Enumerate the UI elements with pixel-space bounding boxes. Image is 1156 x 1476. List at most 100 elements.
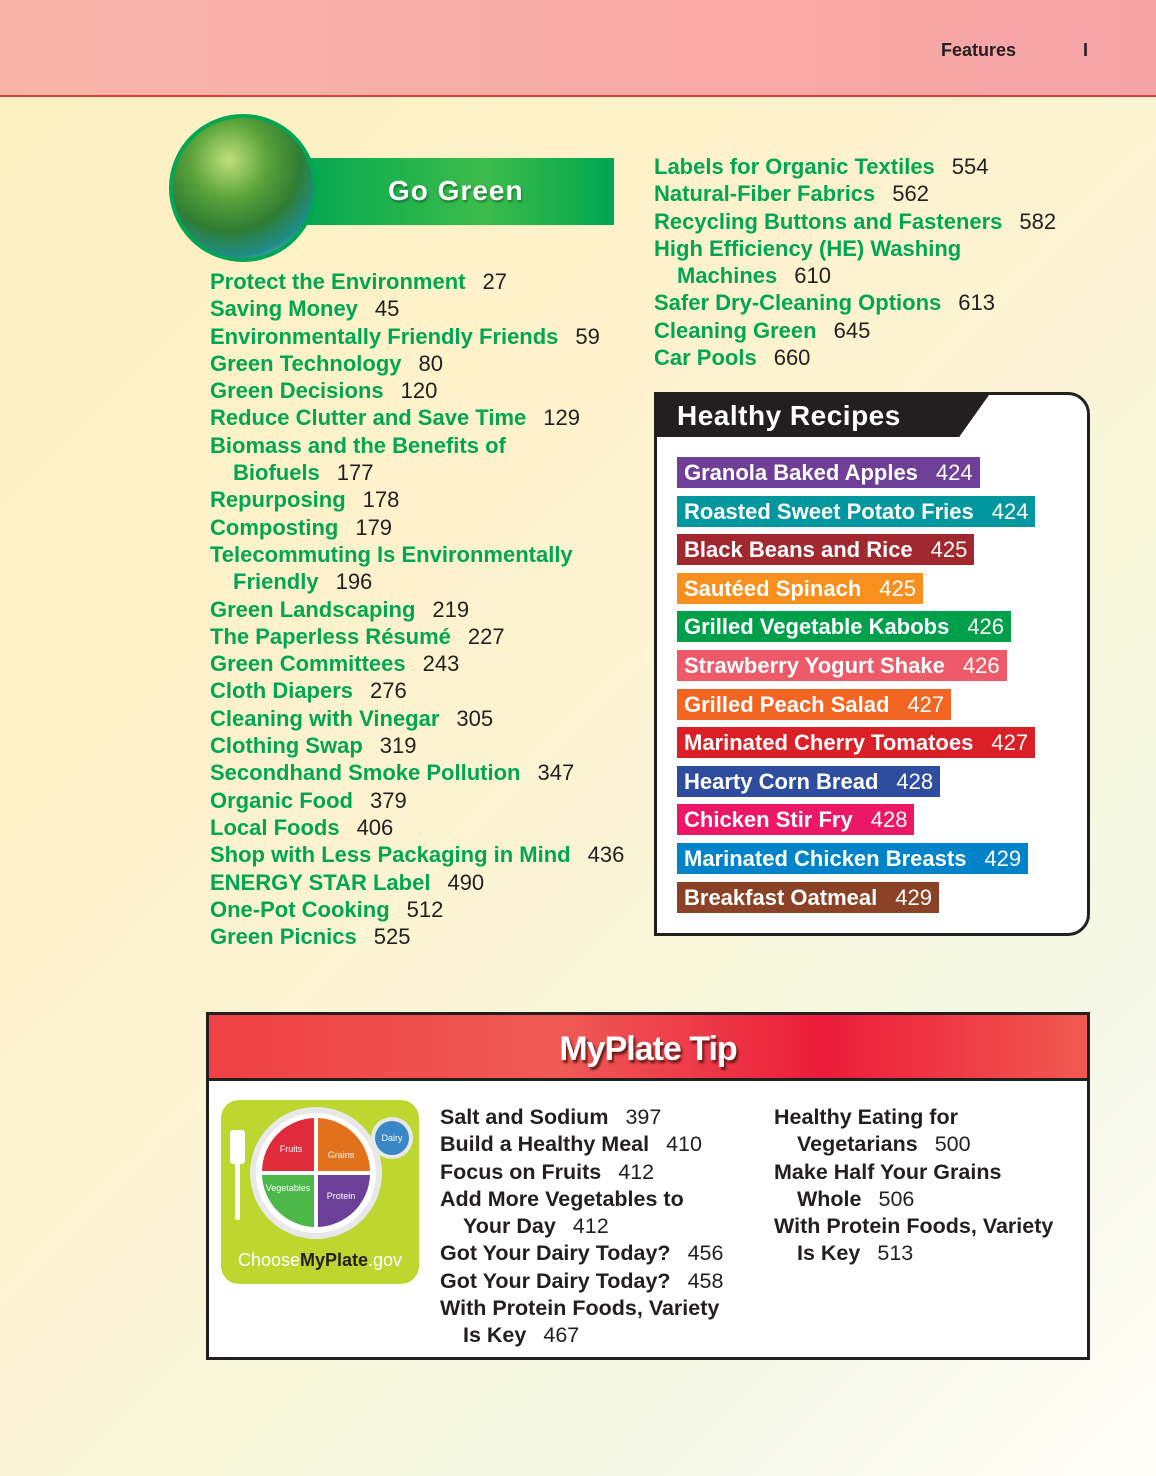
water-drop-photo bbox=[169, 114, 317, 262]
toc-entry: Protect the Environment 27 bbox=[210, 268, 624, 295]
entry-page: 412 bbox=[572, 1214, 609, 1239]
toc-entry: With Protein Foods, Variety Is Key 467 bbox=[440, 1295, 723, 1350]
entry-page: 467 bbox=[543, 1323, 580, 1348]
recipe-page: 426 bbox=[967, 614, 1005, 640]
toc-entry: Cleaning Green 645 bbox=[654, 317, 1056, 344]
myplate-tip-title: MyPlate Tip bbox=[559, 1030, 737, 1068]
svg-text:ChooseMyPlate.gov: ChooseMyPlate.gov bbox=[238, 1250, 402, 1270]
entry-page: 129 bbox=[543, 405, 580, 431]
entry-title: Recycling Buttons and Fasteners bbox=[654, 208, 1003, 234]
toc-entry: Healthy Eating for Vegetarians 500 bbox=[774, 1104, 1053, 1159]
entry-page: 319 bbox=[379, 733, 417, 759]
entry-title: Salt and Sodium bbox=[440, 1105, 609, 1129]
recipe-item: Marinated Cherry Tomatoes 427 bbox=[677, 727, 1036, 759]
entry-page: 219 bbox=[432, 596, 470, 622]
entry-title: With Protein Foods, Variety Is Key bbox=[774, 1214, 1054, 1266]
toc-entry: Green Technology 80 bbox=[210, 350, 624, 377]
recipe-page: 429 bbox=[984, 846, 1022, 871]
entry-title: Organic Food bbox=[210, 787, 353, 813]
entry-page: 59 bbox=[575, 323, 600, 349]
entry-page: 458 bbox=[687, 1268, 724, 1293]
entry-page: 513 bbox=[877, 1241, 914, 1266]
entry-title: Healthy Eating for Vegetarians bbox=[774, 1105, 958, 1157]
toc-entry: Build a Healthy Meal 410 bbox=[440, 1131, 723, 1158]
entry-page: 45 bbox=[374, 296, 400, 322]
entry-title: Green Decisions bbox=[210, 378, 384, 404]
recipe-item: Strawberry Yogurt Shake 426 bbox=[677, 650, 1007, 681]
recipe-page: 427 bbox=[991, 730, 1029, 756]
entry-page: 500 bbox=[934, 1132, 971, 1157]
toc-entry: Telecommuting Is Environmentally Friendl… bbox=[210, 541, 624, 596]
entry-page: 456 bbox=[687, 1241, 724, 1266]
recipe-page: 426 bbox=[962, 653, 1000, 678]
toc-entry: One-Pot Cooking 512 bbox=[210, 896, 624, 923]
entry-title: With Protein Foods, Variety Is Key bbox=[440, 1296, 720, 1348]
entry-title: Environmentally Friendly Friends bbox=[210, 323, 559, 349]
entry-title: Green Picnics bbox=[210, 924, 357, 950]
svg-text:Grains: Grains bbox=[328, 1150, 355, 1160]
entry-title: Green Committees bbox=[210, 651, 406, 677]
page-header-band: Features I bbox=[0, 0, 1156, 97]
recipe-title: Marinated Cherry Tomatoes bbox=[684, 730, 974, 756]
entry-page: 610 bbox=[794, 263, 831, 289]
entry-page: 397 bbox=[625, 1105, 662, 1129]
toc-entry: Green Picnics 525 bbox=[210, 923, 624, 950]
toc-entry: Natural-Fiber Fabrics 562 bbox=[654, 180, 1056, 207]
recipe-item: Chicken Stir Fry 428 bbox=[677, 804, 915, 836]
myplate-tip-header: MyPlate Tip bbox=[209, 1015, 1087, 1081]
entry-title: Build a Healthy Meal bbox=[440, 1132, 650, 1157]
entry-title: ENERGY STAR Label bbox=[210, 869, 431, 895]
go-green-list-left: Protect the Environment 27 Saving Money 45 E… bbox=[210, 268, 624, 950]
entry-title: Got Your Dairy Today? bbox=[440, 1241, 671, 1266]
entry-page: 347 bbox=[537, 760, 575, 786]
toc-entry: Clothing Swap 319 bbox=[210, 732, 624, 759]
entry-page: 554 bbox=[951, 154, 989, 179]
entry-page: 27 bbox=[482, 269, 507, 294]
recipe-item: Hearty Corn Bread 428 bbox=[677, 765, 941, 797]
svg-text:Protein: Protein bbox=[327, 1191, 356, 1201]
toc-entry: Add More Vegetables to Your Day 412 bbox=[440, 1186, 723, 1241]
entry-title: Green Technology bbox=[210, 350, 402, 376]
recipe-page: 424 bbox=[935, 460, 973, 485]
toc-entry: Recycling Buttons and Fasteners 582 bbox=[654, 208, 1056, 235]
toc-entry: Make Half Your Grains Whole 506 bbox=[774, 1159, 1053, 1214]
entry-page: 506 bbox=[878, 1186, 915, 1211]
entry-page: 525 bbox=[373, 924, 411, 950]
entry-title: Reduce Clutter and Save Time bbox=[210, 405, 527, 431]
entry-page: 305 bbox=[456, 705, 494, 731]
entry-page: 562 bbox=[892, 181, 929, 207]
entry-page: 582 bbox=[1019, 208, 1057, 234]
myplate-list-col1: Salt and Sodium 397 Build a Healthy Meal 41… bbox=[440, 1104, 723, 1350]
recipe-title: Chicken Stir Fry bbox=[684, 807, 853, 833]
entry-page: 660 bbox=[773, 345, 811, 371]
entry-page: 196 bbox=[335, 569, 373, 595]
entry-title: Safer Dry-Cleaning Options bbox=[654, 290, 942, 316]
toc-entry: Environmentally Friendly Friends 59 bbox=[210, 323, 624, 350]
entry-title: Telecommuting Is Environmentally Friendl… bbox=[210, 541, 573, 595]
toc-entry: Biomass and the Benefits of Biofuels 177 bbox=[210, 432, 624, 487]
recipe-title: Grilled Vegetable Kabobs bbox=[684, 614, 950, 640]
svg-text:Vegetables: Vegetables bbox=[266, 1183, 311, 1193]
entry-title: Make Half Your Grains Whole bbox=[774, 1159, 1002, 1211]
recipe-title: Hearty Corn Bread bbox=[684, 768, 879, 794]
entry-page: 179 bbox=[355, 514, 393, 540]
entry-title: Local Foods bbox=[210, 814, 340, 840]
recipe-item: Black Beans and Rice 425 bbox=[677, 534, 975, 566]
recipe-item: Grilled Peach Salad 427 bbox=[677, 688, 952, 720]
entry-page: 406 bbox=[356, 814, 394, 840]
go-green-list-right: Labels for Organic Textiles 554 Natural-Fi… bbox=[654, 153, 1056, 371]
recipe-title: Breakfast Oatmeal bbox=[684, 884, 878, 910]
toc-entry: Organic Food 379 bbox=[210, 787, 624, 814]
myplate-tip-box: MyPlate Tip Fruits Grains Vegetables Prote… bbox=[206, 1012, 1090, 1360]
recipe-page: 428 bbox=[870, 807, 908, 833]
entry-page: 227 bbox=[467, 623, 505, 649]
entry-title: Repurposing bbox=[210, 487, 346, 513]
toc-entry: Labels for Organic Textiles 554 bbox=[654, 153, 1056, 180]
recipe-item: Granola Baked Apples 424 bbox=[677, 457, 980, 488]
toc-entry: Green Landscaping 219 bbox=[210, 596, 624, 623]
entry-page: 412 bbox=[618, 1159, 655, 1184]
entry-title: Natural-Fiber Fabrics bbox=[654, 181, 876, 207]
recipe-title: Granola Baked Apples bbox=[684, 460, 918, 485]
toc-entry: Composting 179 bbox=[210, 514, 624, 541]
toc-entry: Got Your Dairy Today? 456 bbox=[440, 1240, 723, 1267]
